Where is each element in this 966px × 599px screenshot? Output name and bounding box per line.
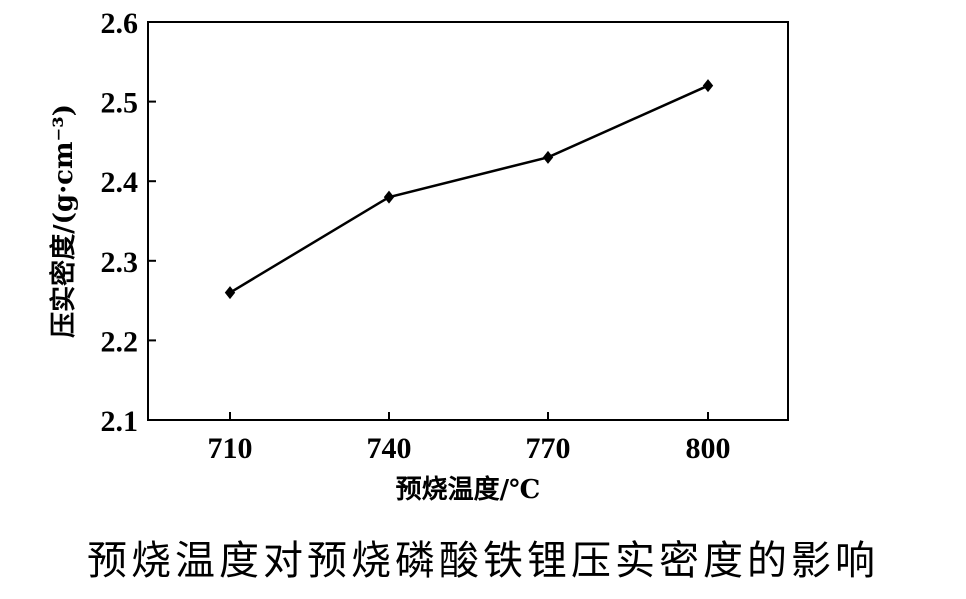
data-point-marker [383, 190, 395, 204]
series-layer [224, 79, 714, 300]
y-tick-label: 2.6 [101, 7, 139, 40]
data-point-marker [542, 150, 554, 164]
y-tick-label: 2.3 [101, 246, 139, 279]
x-axis-title: 预烧温度/℃ [396, 474, 541, 505]
line-chart: 2.1 2.2 2.3 2.4 2.5 2.6 710 740 770 800 预烧温度/℃ 压… [48, 7, 789, 505]
plot-area-frame [147, 21, 789, 421]
x-tick-label: 710 [208, 432, 253, 465]
series-line [229, 84, 709, 294]
x-tick-label: 740 [367, 432, 412, 465]
y-axis: 2.1 2.2 2.3 2.4 2.5 2.6 [101, 7, 156, 438]
y-axis-title: 压实密度/(g·cm⁻³) [48, 104, 79, 338]
figure-caption: 预烧温度对预烧磷酸铁锂压实密度的影响 [87, 538, 879, 584]
y-tick-label: 2.2 [101, 325, 139, 358]
data-point-marker [702, 79, 714, 93]
y-tick-label: 2.1 [101, 405, 139, 438]
x-tick-label: 800 [686, 432, 731, 465]
data-point-marker [224, 286, 236, 300]
y-tick-label: 2.4 [101, 166, 139, 199]
x-tick-label: 770 [526, 432, 571, 465]
y-tick-label: 2.5 [101, 87, 139, 120]
x-axis: 710 740 770 800 [208, 412, 731, 465]
